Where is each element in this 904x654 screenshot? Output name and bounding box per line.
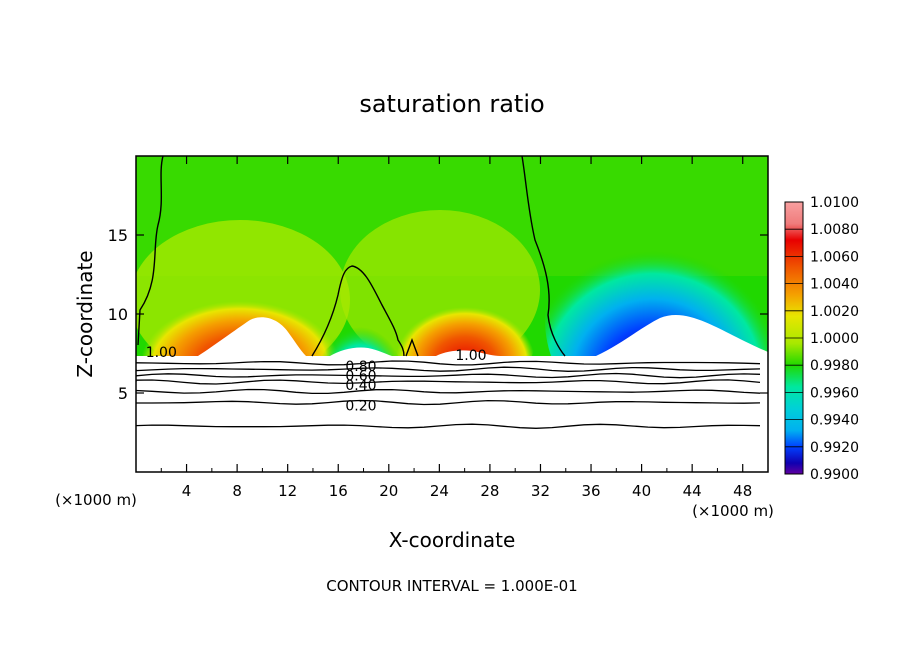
contour-label: 1.00: [146, 345, 177, 361]
cloud-region-left: [198, 317, 306, 356]
x-tick-label: 44: [683, 482, 702, 500]
contour-1.00-dome: [311, 265, 405, 357]
x-unit-right: (×1000 m): [692, 502, 774, 520]
contour-label: 0.60: [345, 369, 376, 385]
contour-line: [136, 423, 761, 429]
colorbar-bands: [785, 228, 803, 448]
contour-line: [136, 366, 761, 372]
colorbar-frame: [784, 201, 804, 475]
contour-interval-footer: CONTOUR INTERVAL = 1.000E-01: [326, 577, 577, 595]
cloud-region-mid: [330, 347, 392, 356]
lower-layer: [136, 356, 768, 472]
colorbar-tick-label: 0.9940: [810, 413, 859, 429]
x-tick-label: 12: [278, 482, 297, 500]
contour-label: 0.40: [345, 378, 376, 394]
y-tick-label: 5: [118, 384, 128, 403]
x-tick-label: 24: [430, 482, 449, 500]
y-tick-label: 10: [108, 305, 128, 324]
colorbar-tick-label: 1.0100: [810, 195, 859, 211]
colorbar-tick-label: 1.0000: [810, 331, 859, 347]
colorbar-tick-label: 0.9900: [810, 467, 859, 483]
colorbar: 1.0100 1.0080 1.0060 1.0040 1.0020 1.0000 0.99…: [784, 195, 859, 483]
contour-line: [136, 379, 761, 385]
contour-line: [136, 388, 761, 395]
cloud-region-small: [436, 350, 500, 356]
x-axis-ticks: 4 8 12 16 20 24 28 32 36 40 44 48: [160, 156, 752, 500]
contour-line: [136, 372, 761, 379]
y-axis-label: Z-coordinate: [73, 250, 97, 377]
x-tick-label: 36: [581, 482, 600, 500]
contour-line: [136, 399, 761, 406]
y-axis-ticks: 5 10 15: [108, 226, 768, 403]
contour-1.00-right: [521, 156, 566, 357]
contour-line: [136, 360, 761, 366]
x-axis-label: X-coordinate: [389, 528, 516, 552]
colorbar-labels: 1.0100 1.0080 1.0060 1.0040 1.0020 1.0000 0.99…: [810, 195, 859, 483]
colorbar-tick-label: 1.0040: [810, 277, 859, 293]
x-tick-label: 48: [733, 482, 752, 500]
cloud-region-right: [596, 315, 768, 356]
contour-label: 0.80: [345, 359, 376, 375]
chart-title: saturation ratio: [359, 90, 544, 118]
contour-1.00-notch: [405, 338, 419, 357]
colorbar-tick-label: 1.0020: [810, 304, 859, 320]
x-tick-label: 20: [379, 482, 398, 500]
colorbar-tick-label: 0.9960: [810, 385, 859, 401]
y-tick-label: 15: [108, 226, 128, 245]
contour-lines: [136, 360, 761, 429]
contour-label: 0.20: [345, 399, 376, 415]
x-tick-label: 4: [182, 482, 192, 500]
colorbar-tick-label: 0.9980: [810, 358, 859, 374]
x-unit-left: (×1000 m): [55, 491, 137, 509]
x-tick-label: 40: [632, 482, 651, 500]
contour-labels: 1.00 0.800.600.40 0.20 1.00: [146, 345, 487, 415]
colorbar-tick-label: 1.0060: [810, 249, 859, 265]
x-tick-label: 32: [531, 482, 550, 500]
x-tick-label: 16: [329, 482, 348, 500]
colorbar-tick-label: 0.9920: [810, 440, 859, 456]
contour-label: 1.00: [455, 348, 486, 364]
contour-1.00-left: [137, 156, 164, 346]
plot-field: 1.00 0.800.600.40 0.20 1.00: [136, 156, 768, 472]
x-tick-label: 8: [232, 482, 242, 500]
colorbar-tick-label: 1.0080: [810, 222, 859, 238]
x-tick-label: 28: [480, 482, 499, 500]
